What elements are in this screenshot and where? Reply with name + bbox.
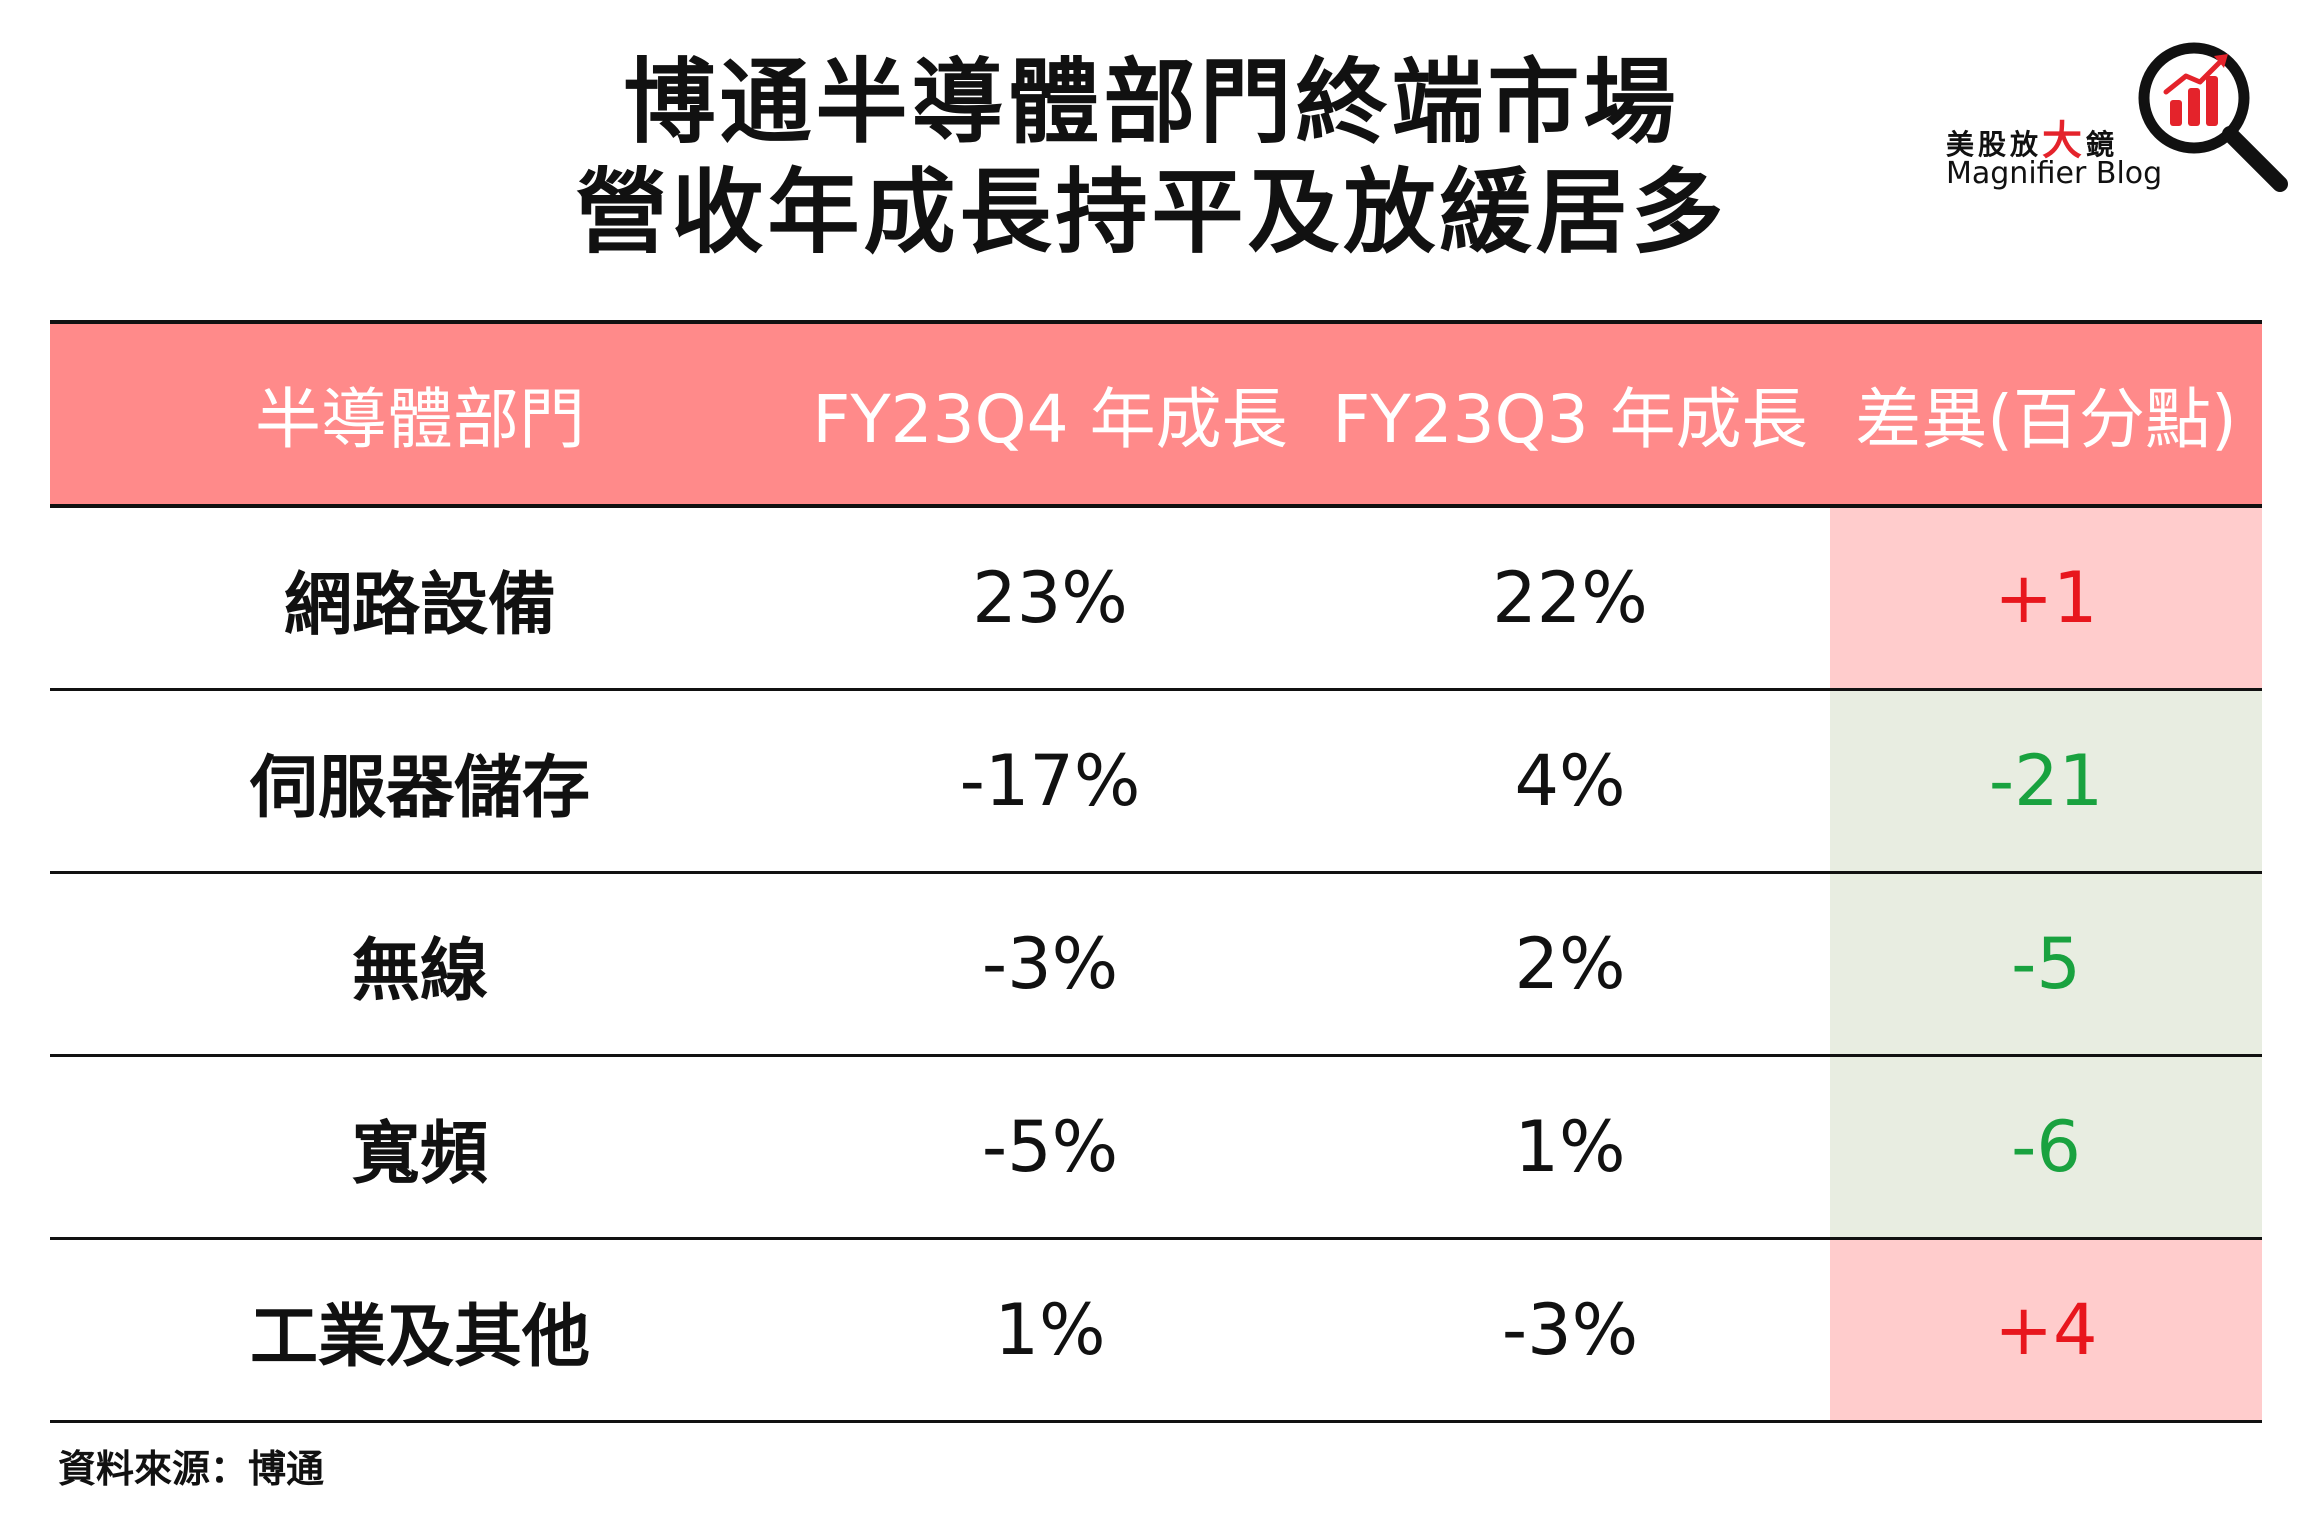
header-fy23q4: FY23Q4 年成長 <box>790 320 1310 508</box>
header-diff: 差異(百分點) <box>1830 320 2262 508</box>
page-title: 博通半導體部門終端市場 營收年成長持平及放緩居多 <box>0 48 2303 268</box>
title-line-2: 營收年成長持平及放緩居多 <box>575 159 1728 266</box>
fy23q3-growth: 22% <box>1310 506 1830 691</box>
segment-name: 網路設備 <box>50 506 790 691</box>
fy23q3-growth: 1% <box>1310 1055 1830 1240</box>
table-header-row: 半導體部門 FY23Q4 年成長 FY23Q3 年成長 差異(百分點) <box>50 320 2262 508</box>
source-note: 資料來源：博通 <box>58 1447 325 1491</box>
segment-name: 工業及其他 <box>50 1238 790 1423</box>
fy23q3-growth: 2% <box>1310 872 1830 1057</box>
segment-name: 寬頻 <box>50 1055 790 1240</box>
title-line-1: 博通半導體部門終端市場 <box>623 49 1680 156</box>
segment-growth-table: 半導體部門 FY23Q4 年成長 FY23Q3 年成長 差異(百分點) 網路設備… <box>50 320 2262 1423</box>
brand-logo: 美股放大鏡 Magnifier Blog <box>1930 28 2300 208</box>
fy23q4-growth: -17% <box>790 689 1310 874</box>
logo-english-name: Magnifier Blog <box>1946 156 2163 191</box>
fy23q3-growth: -3% <box>1310 1238 1830 1423</box>
fy23q3-growth: 4% <box>1310 689 1830 874</box>
fy23q4-growth: 1% <box>790 1238 1310 1423</box>
table-row: 寬頻 -5% 1% -6 <box>50 1055 2262 1240</box>
logo-cn-part-1: 美股放 <box>1946 128 2043 161</box>
diff-value: -6 <box>1830 1055 2262 1240</box>
fy23q4-growth: -5% <box>790 1055 1310 1240</box>
table-row: 工業及其他 1% -3% +4 <box>50 1238 2262 1423</box>
header-segment: 半導體部門 <box>50 320 790 508</box>
table-row: 無線 -3% 2% -5 <box>50 872 2262 1057</box>
segment-name: 無線 <box>50 872 790 1057</box>
logo-chinese-name: 美股放大鏡 <box>1946 108 2118 166</box>
logo-cn-part-2: 鏡 <box>2086 128 2119 161</box>
magnifier-chart-icon <box>2138 42 2288 192</box>
table-row: 網路設備 23% 22% +1 <box>50 506 2262 691</box>
fy23q4-growth: -3% <box>790 872 1310 1057</box>
header-fy23q3: FY23Q3 年成長 <box>1310 320 1830 508</box>
table-row: 伺服器儲存 -17% 4% -21 <box>50 689 2262 874</box>
diff-value: -5 <box>1830 872 2262 1057</box>
fy23q4-growth: 23% <box>790 506 1310 691</box>
segment-name: 伺服器儲存 <box>50 689 790 874</box>
logo-cn-big: 大 <box>2042 118 2087 164</box>
diff-value: -21 <box>1830 689 2262 874</box>
diff-value: +4 <box>1830 1238 2262 1423</box>
diff-value: +1 <box>1830 506 2262 691</box>
